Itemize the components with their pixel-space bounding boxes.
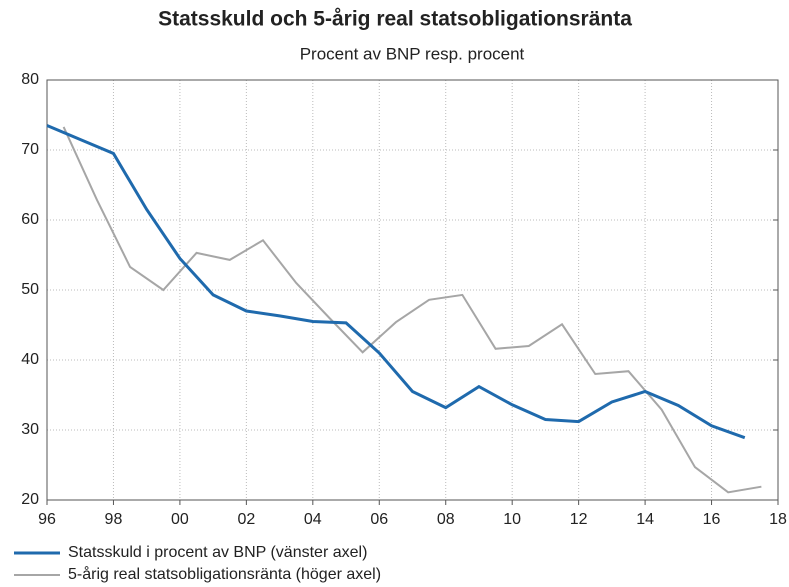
chart-subtitle: Procent av BNP resp. procent	[300, 44, 525, 63]
x-tick-label: 12	[570, 511, 588, 528]
legend-label: 5-årig real statsobligationsränta (höger…	[68, 565, 381, 583]
y-tick-label: 50	[21, 281, 39, 298]
x-tick-label: 10	[503, 511, 521, 528]
x-tick-label: 00	[171, 511, 189, 528]
x-tick-label: 96	[38, 511, 56, 528]
plot-frame	[46, 79, 779, 501]
y-tick-label: 20	[21, 491, 39, 508]
y-tick-label: 70	[21, 141, 39, 158]
x-tick-label: 98	[105, 511, 123, 528]
chart-title: Statsskuld och 5-årig real statsobligati…	[158, 8, 632, 31]
x-tick-label: 02	[237, 511, 255, 528]
x-tick-label: 06	[370, 511, 388, 528]
y-tick-label: 60	[21, 211, 39, 228]
y-tick-label: 40	[21, 351, 39, 368]
series-line	[62, 126, 762, 494]
y-tick-label: 30	[21, 421, 39, 438]
x-tick-label: 08	[437, 511, 455, 528]
legend-label: Statsskuld i procent av BNP (vänster axe…	[68, 544, 367, 561]
x-tick-label: 04	[304, 511, 322, 528]
x-tick-label: 18	[769, 511, 787, 528]
series-line	[46, 124, 746, 440]
y-tick-label: 80	[21, 71, 39, 88]
x-tick-label: 16	[703, 511, 721, 528]
x-tick-label: 14	[636, 511, 654, 528]
